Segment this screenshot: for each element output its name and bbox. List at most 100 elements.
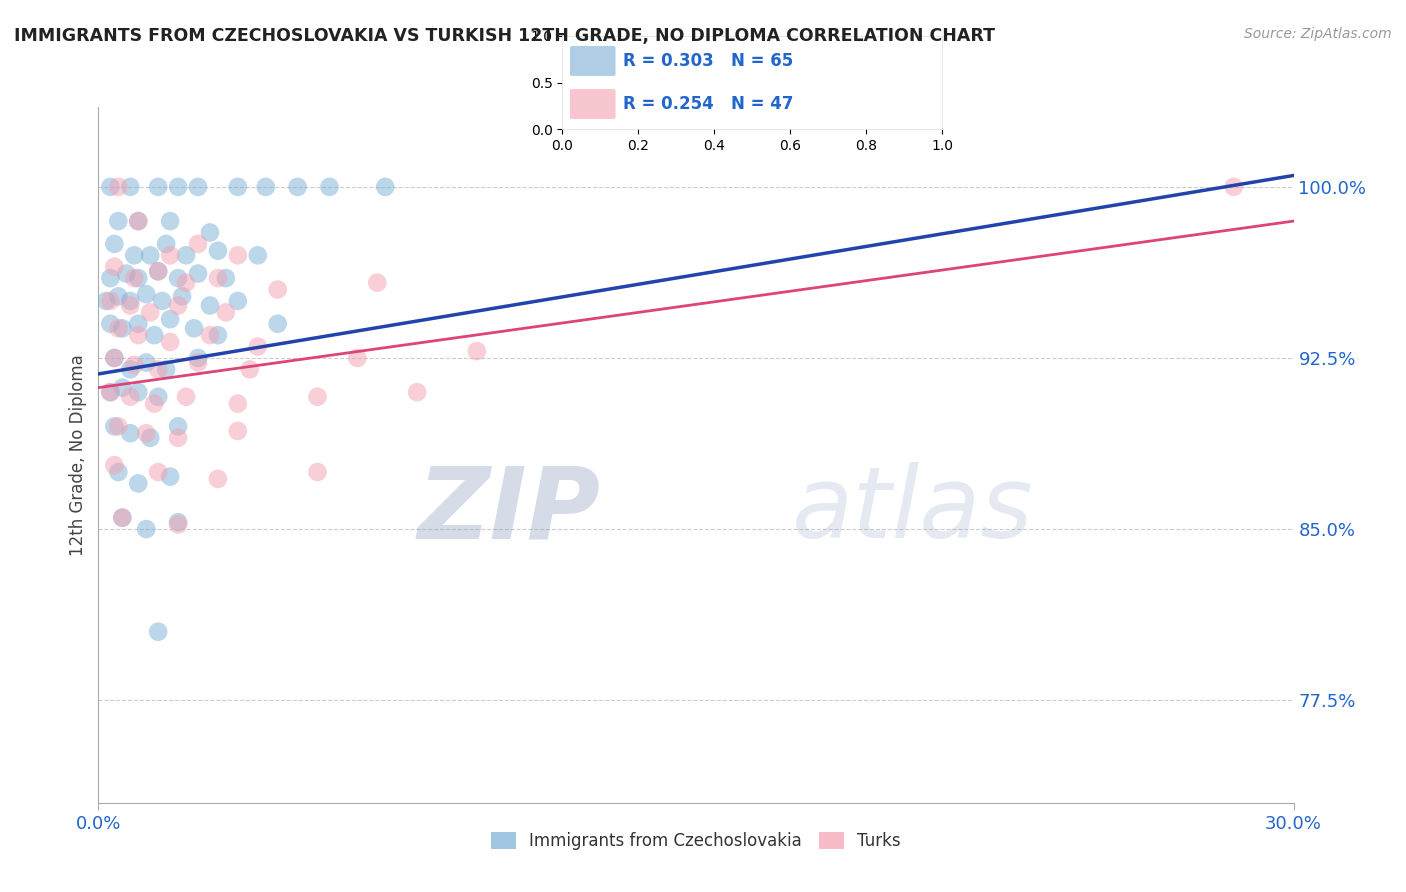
Point [107, 289, 129, 303]
Point [207, 472, 229, 486]
Point [226, 396, 249, 410]
Point [307, 390, 329, 404]
Point [107, 214, 129, 228]
Point [167, 431, 190, 445]
Point [115, 267, 138, 281]
Point [111, 510, 134, 524]
Point [187, 236, 209, 251]
Point [143, 396, 166, 410]
Text: R = 0.254   N = 47: R = 0.254 N = 47 [623, 95, 793, 113]
Point [267, 317, 290, 331]
Point [98, 385, 122, 400]
Point [246, 340, 269, 354]
Point [139, 305, 162, 319]
Point [187, 267, 209, 281]
Y-axis label: 12th Grade, No Diploma: 12th Grade, No Diploma [69, 354, 87, 556]
Point [135, 522, 157, 536]
Point [98, 385, 122, 400]
Point [167, 419, 190, 434]
Point [111, 510, 134, 524]
Point [103, 419, 125, 434]
Point [148, 180, 170, 194]
Point [135, 287, 157, 301]
Point [127, 214, 149, 228]
Point [124, 358, 146, 372]
Point [226, 424, 249, 438]
Point [187, 180, 209, 194]
Point [103, 351, 125, 365]
Text: Source: ZipAtlas.com: Source: ZipAtlas.com [1244, 27, 1392, 41]
Point [198, 298, 221, 312]
Point [406, 385, 429, 400]
Point [98, 180, 122, 194]
Point [120, 180, 142, 194]
Point [103, 236, 125, 251]
Point [226, 180, 249, 194]
Point [127, 271, 149, 285]
Point [120, 298, 142, 312]
Point [124, 271, 146, 285]
Point [148, 264, 170, 278]
Point [127, 476, 149, 491]
Point [127, 385, 149, 400]
Point [239, 362, 262, 376]
Point [167, 515, 190, 529]
Text: R = 0.303   N = 65: R = 0.303 N = 65 [623, 52, 793, 70]
Legend: Immigrants from Czechoslovakia, Turks: Immigrants from Czechoslovakia, Turks [485, 826, 907, 857]
Point [107, 465, 129, 479]
Point [103, 458, 125, 473]
Point [148, 362, 170, 376]
Point [120, 362, 142, 376]
Point [127, 214, 149, 228]
Point [150, 293, 173, 308]
Point [267, 283, 290, 297]
Point [148, 390, 170, 404]
FancyBboxPatch shape [569, 89, 616, 119]
Point [127, 328, 149, 343]
Point [135, 355, 157, 369]
Point [215, 271, 238, 285]
Point [187, 351, 209, 365]
Point [374, 180, 396, 194]
Point [167, 180, 190, 194]
Point [135, 426, 157, 441]
Point [98, 271, 122, 285]
Point [107, 419, 129, 434]
Text: IMMIGRANTS FROM CZECHOSLOVAKIA VS TURKISH 12TH GRADE, NO DIPLOMA CORRELATION CHA: IMMIGRANTS FROM CZECHOSLOVAKIA VS TURKIS… [14, 27, 995, 45]
Point [139, 248, 162, 262]
Point [98, 293, 122, 308]
Point [120, 426, 142, 441]
Point [148, 465, 170, 479]
Point [287, 180, 309, 194]
Point [207, 271, 229, 285]
Point [159, 334, 181, 349]
Point [198, 226, 221, 240]
Point [148, 624, 170, 639]
Point [1223, 180, 1246, 194]
Point [159, 214, 181, 228]
Point [254, 180, 277, 194]
Point [246, 248, 269, 262]
Point [107, 180, 129, 194]
Point [124, 248, 146, 262]
Point [167, 271, 190, 285]
Point [172, 289, 194, 303]
Point [148, 264, 170, 278]
Text: atlas: atlas [792, 462, 1033, 559]
Point [120, 293, 142, 308]
Point [96, 293, 118, 308]
Point [207, 328, 229, 343]
Point [127, 317, 149, 331]
Point [183, 321, 205, 335]
Point [103, 351, 125, 365]
Point [143, 328, 166, 343]
Point [159, 469, 181, 483]
Point [307, 465, 329, 479]
Point [207, 244, 229, 258]
Point [366, 276, 388, 290]
Point [111, 381, 134, 395]
Point [198, 328, 221, 343]
Point [139, 431, 162, 445]
Point [159, 312, 181, 326]
Point [120, 390, 142, 404]
